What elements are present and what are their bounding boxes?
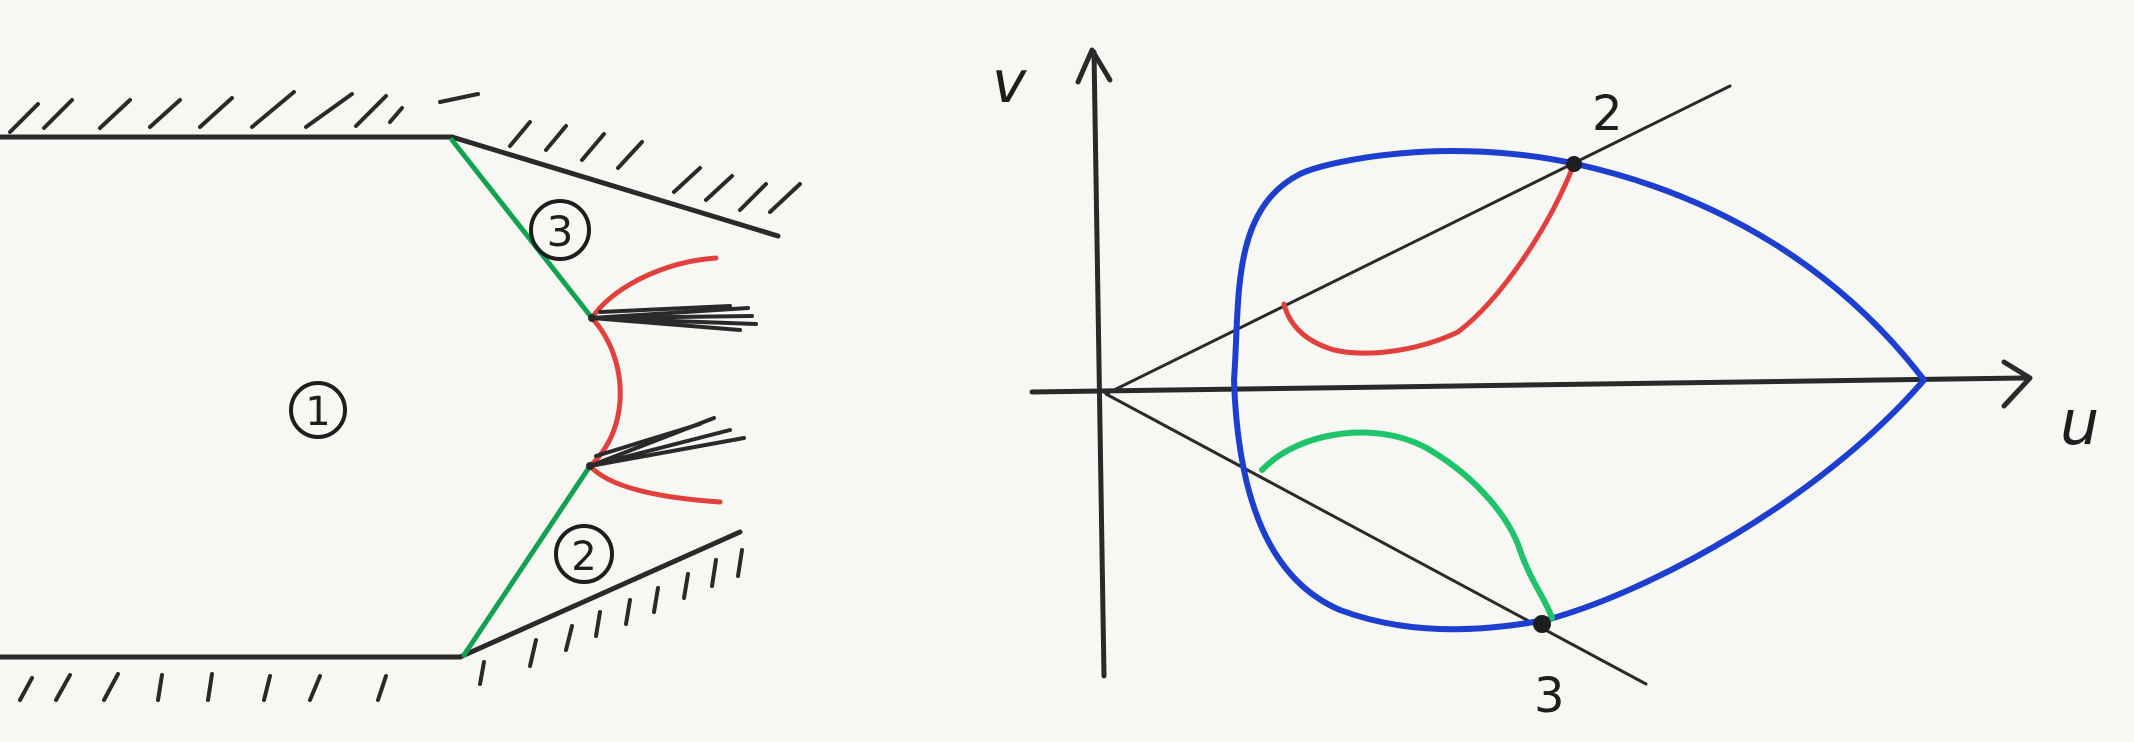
u-axis-arrowhead	[2001, 359, 2033, 409]
lower-oblique-shock	[461, 463, 593, 658]
upper-slip-line-fan	[590, 304, 758, 332]
lower-slip-line-fan	[588, 416, 746, 468]
primary-shock-polar	[1231, 148, 1927, 633]
region-1-text: 1	[305, 389, 330, 435]
lower-wall-hatching	[18, 548, 744, 702]
region-3-text: 3	[547, 207, 574, 256]
point-3-marker	[1533, 615, 1551, 633]
physical-channel-diagram: 1 3 2	[0, 90, 802, 702]
shock-polar-diagram: v u 2 3	[992, 47, 2099, 724]
v-axis-arrowhead	[1075, 47, 1113, 85]
point-2-label: 2	[1592, 86, 1623, 142]
region-2-label: 2	[554, 524, 614, 584]
point-3-label: 3	[1534, 668, 1565, 724]
v-axis-label: v	[992, 48, 1028, 116]
upper-wall-hatching	[8, 90, 802, 214]
upper-reflected-shock	[589, 255, 719, 321]
point-2-marker	[1566, 156, 1582, 172]
upper-triple-point	[588, 314, 596, 322]
lower-reflected-polar	[1259, 429, 1555, 621]
v-axis	[1091, 49, 1107, 679]
lower-triple-point	[586, 462, 594, 470]
upper-reflected-polar	[1281, 161, 1577, 356]
u-axis-label: u	[2060, 386, 2099, 459]
region-1-label: 1	[289, 381, 347, 439]
u-axis	[1029, 375, 2027, 395]
upper-oblique-shock	[449, 137, 595, 321]
region-2-text: 2	[571, 534, 596, 580]
upper-wall-ramp	[449, 134, 781, 239]
region-3-label: 3	[529, 199, 591, 261]
lower-ray	[1104, 392, 1648, 686]
upper-ray	[1104, 84, 1732, 396]
lower-wall-ramp	[457, 529, 743, 660]
lower-reflected-shock	[587, 463, 723, 505]
mach-stem	[587, 315, 623, 469]
